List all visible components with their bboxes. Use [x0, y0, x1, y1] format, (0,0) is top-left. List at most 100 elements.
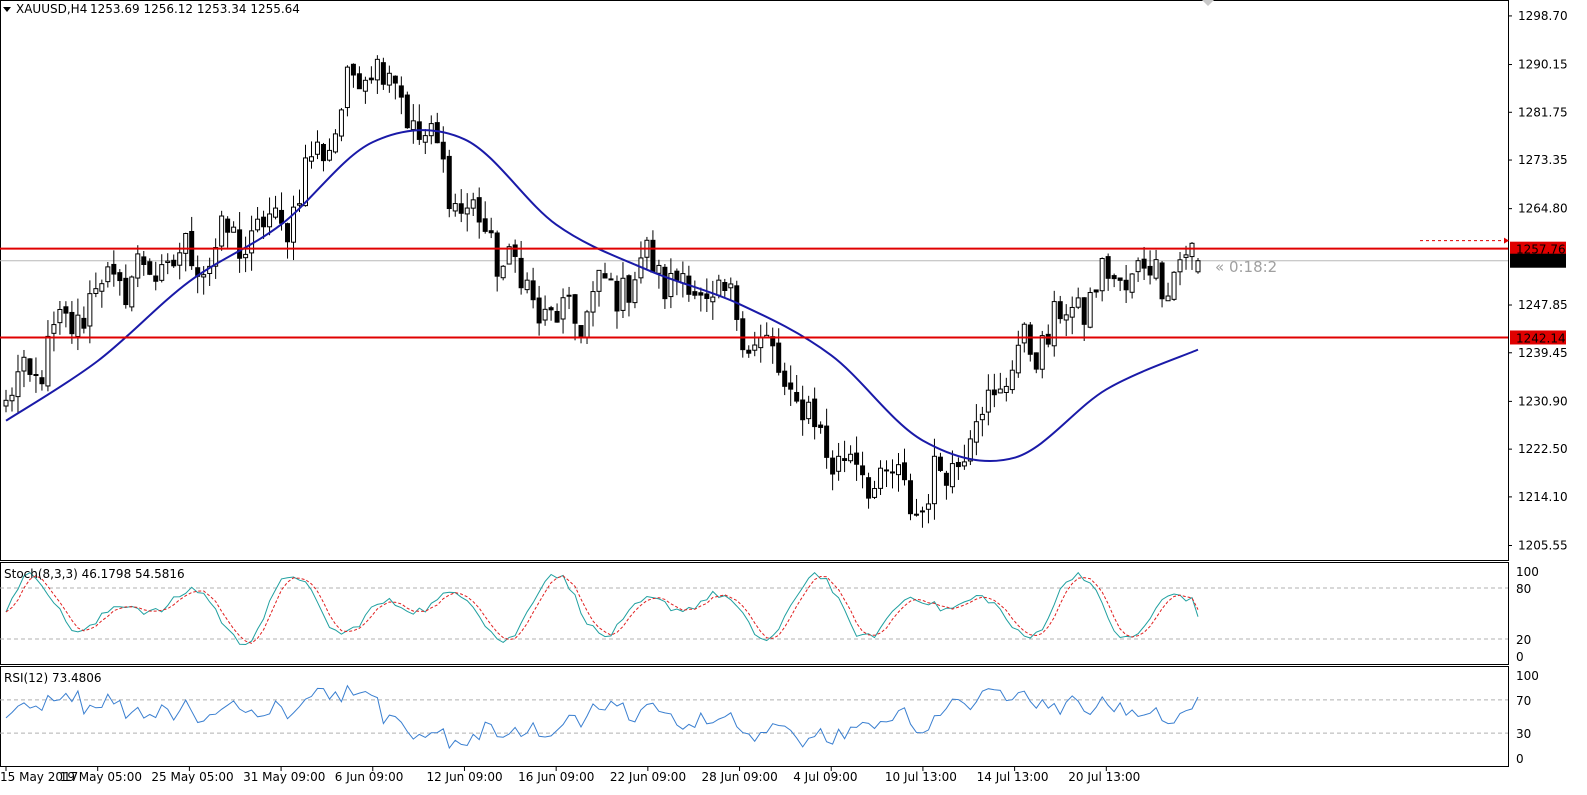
bull-candle-body	[422, 135, 428, 143]
bull-candle-body	[1021, 323, 1027, 344]
bull-candle-body	[1069, 306, 1075, 318]
time-tick-label: 25 May 05:00	[151, 770, 233, 784]
bear-candle-body	[1111, 275, 1117, 280]
price-tick-label: 1230.90	[1518, 394, 1568, 408]
price-tick-label: 1298.70	[1518, 9, 1568, 23]
candle	[740, 311, 746, 358]
candle	[1141, 246, 1147, 280]
symbol-label: XAUUSD,H4	[16, 2, 87, 16]
candle	[650, 230, 656, 273]
bull-candle-body	[410, 120, 416, 131]
candle	[452, 193, 458, 217]
bull-candle-body	[806, 401, 812, 420]
bear-candle-body	[554, 310, 560, 323]
bull-candle-body	[1039, 335, 1045, 370]
candle	[1063, 304, 1069, 337]
candle	[1177, 251, 1183, 286]
chart-menu-icon[interactable]	[3, 7, 11, 12]
candle	[380, 57, 386, 90]
stoch-main-line	[5, 571, 1199, 646]
bear-candle-body	[39, 377, 45, 385]
bear-candle-body	[171, 259, 177, 267]
bear-candle-body	[776, 342, 782, 373]
bull-candle-body	[1129, 273, 1135, 293]
stoch-signal-line	[5, 575, 1199, 644]
candle	[374, 55, 380, 94]
candle	[949, 450, 955, 494]
bull-candle-body	[542, 308, 548, 321]
candle	[1009, 360, 1015, 394]
bull-candle-body	[878, 467, 884, 489]
candle	[135, 245, 141, 288]
candle	[123, 264, 129, 309]
bull-candle-body	[1003, 385, 1009, 393]
bear-candle-body	[692, 291, 698, 296]
candle	[171, 254, 177, 268]
bear-candle-body	[943, 472, 949, 486]
candle	[812, 387, 818, 440]
candle	[45, 320, 51, 392]
candle	[991, 373, 997, 408]
candle	[901, 448, 907, 486]
bull-candle-body	[979, 413, 985, 421]
candle	[710, 280, 716, 320]
candle	[794, 375, 800, 404]
bull-candle-body	[57, 308, 63, 324]
bear-candle-body	[788, 382, 794, 390]
candle	[404, 91, 410, 129]
current-price-label: 1255.64	[1516, 255, 1566, 269]
candle	[165, 253, 171, 275]
candle	[386, 65, 392, 93]
candle	[332, 129, 338, 154]
bear-candle-body	[1123, 279, 1129, 291]
candle	[1093, 289, 1099, 298]
bear-candle-body	[662, 266, 668, 300]
candle	[800, 385, 806, 436]
bull-candle-body	[93, 288, 99, 294]
rsi-tick-label: 0	[1516, 752, 1524, 766]
candle	[1039, 330, 1045, 379]
candle	[476, 187, 482, 239]
candle	[219, 210, 225, 251]
candle	[524, 272, 530, 294]
shift-marker-icon[interactable]	[1202, 0, 1214, 6]
candle	[344, 65, 350, 117]
bear-candle-body	[285, 223, 291, 243]
bull-candle-body	[344, 66, 350, 109]
candle	[836, 442, 842, 481]
bull-candle-body	[183, 233, 189, 254]
bull-candle-body	[1177, 259, 1183, 273]
candle	[207, 257, 213, 286]
candle	[764, 322, 770, 338]
bull-candle-body	[1063, 314, 1069, 321]
bull-candle-body	[985, 389, 991, 413]
bull-candle-body	[1009, 369, 1015, 391]
time-tick-label: 14 Jul 13:00	[977, 770, 1049, 784]
time-tick-label: 12 Jun 09:00	[426, 770, 502, 784]
bear-candle-body	[1105, 256, 1111, 279]
bear-candle-body	[740, 318, 746, 351]
stoch-panel-frame	[0, 562, 1509, 665]
candle	[225, 216, 231, 248]
candle	[872, 480, 878, 500]
candle	[596, 269, 602, 307]
bull-candle-body	[973, 421, 979, 443]
candle	[806, 395, 812, 424]
candle	[782, 362, 788, 396]
bull-candle-body	[1183, 254, 1189, 258]
bull-candle-body	[668, 272, 674, 298]
price-plot	[0, 55, 1509, 528]
bear-candle-body	[991, 389, 997, 396]
candle	[51, 311, 57, 352]
candle	[470, 192, 476, 216]
candle	[896, 453, 902, 492]
bull-candle-body	[961, 461, 967, 467]
bear-candle-body	[842, 458, 848, 461]
bear-candle-body	[578, 325, 584, 337]
candle	[878, 460, 884, 495]
candle	[907, 473, 913, 521]
bear-candle-body	[1093, 289, 1099, 293]
candle	[1027, 322, 1033, 362]
bear-candle-body	[854, 452, 860, 465]
bull-candle-body	[291, 206, 297, 243]
